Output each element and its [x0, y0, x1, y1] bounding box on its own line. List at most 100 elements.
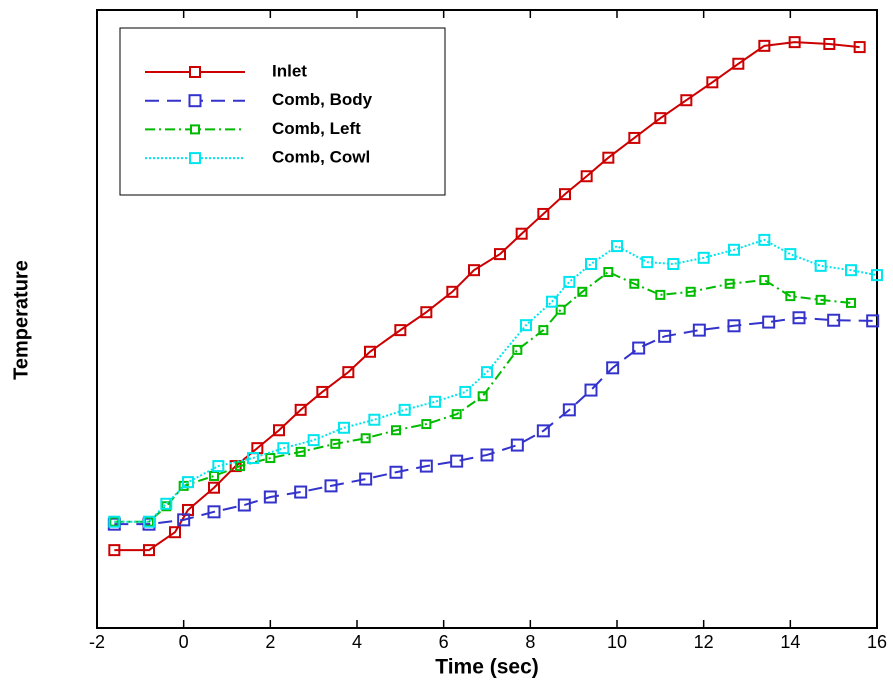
series-line	[114, 316, 873, 526]
marker	[685, 286, 696, 297]
marker	[728, 243, 740, 256]
marker	[641, 256, 654, 269]
x-tick-label: -2	[89, 632, 105, 652]
x-tick-label: 4	[352, 632, 362, 652]
x-tick-label: 10	[607, 632, 627, 652]
marker	[360, 433, 371, 444]
marker	[277, 442, 290, 455]
marker	[450, 454, 464, 468]
marker	[580, 170, 593, 183]
marker	[389, 465, 403, 479]
marker	[160, 497, 173, 510]
marker	[368, 413, 381, 426]
series-line	[114, 270, 852, 523]
marker	[692, 323, 706, 337]
legend-marker	[189, 66, 201, 78]
legend-label: Comb, Cowl	[272, 148, 370, 167]
x-tick-label: 16	[867, 632, 887, 652]
x-tick-label: 8	[525, 632, 535, 652]
marker	[235, 461, 245, 472]
marker	[108, 544, 121, 557]
marker	[143, 515, 155, 528]
marker	[419, 459, 433, 473]
marker	[827, 313, 841, 327]
marker	[338, 421, 350, 434]
marker	[792, 311, 806, 325]
marker	[555, 304, 566, 315]
marker	[785, 291, 796, 302]
marker	[207, 505, 221, 519]
marker	[823, 37, 836, 50]
marker	[459, 385, 472, 398]
marker	[629, 278, 640, 289]
marker	[606, 361, 620, 375]
marker	[494, 248, 506, 261]
marker	[537, 207, 550, 220]
marker	[420, 306, 433, 319]
series-line	[114, 238, 878, 523]
marker	[510, 438, 524, 452]
marker	[237, 498, 251, 512]
marker	[846, 297, 856, 308]
marker	[273, 424, 285, 437]
marker	[759, 275, 770, 286]
marker	[212, 460, 225, 473]
marker	[762, 315, 776, 329]
x-tick-label: 14	[780, 632, 800, 652]
marker	[421, 419, 432, 430]
marker	[481, 366, 493, 379]
y-axis-label: Temperature	[10, 260, 32, 380]
plot-frame	[96, 9, 878, 629]
marker	[294, 403, 307, 416]
marker	[330, 438, 341, 449]
marker	[602, 151, 615, 164]
marker	[480, 448, 494, 462]
marker	[451, 409, 462, 420]
marker	[632, 341, 646, 355]
x-axis-label: Time (sec)	[435, 656, 539, 679]
marker	[546, 295, 558, 308]
marker	[182, 476, 194, 489]
marker	[294, 485, 308, 499]
marker	[815, 294, 826, 305]
marker	[468, 264, 480, 277]
legend-label: Comb, Body	[272, 90, 373, 109]
marker	[263, 490, 277, 504]
marker	[520, 319, 532, 332]
marker	[724, 278, 735, 289]
marker	[247, 452, 259, 465]
marker	[143, 544, 155, 557]
marker	[584, 383, 598, 397]
marker	[515, 227, 528, 240]
marker	[536, 424, 550, 438]
marker	[577, 286, 588, 297]
marker	[342, 366, 355, 379]
marker	[429, 395, 441, 408]
legend-marker	[188, 94, 202, 108]
marker	[845, 264, 857, 277]
marker	[603, 267, 614, 278]
marker	[697, 251, 710, 264]
x-tick-label: 0	[179, 632, 189, 652]
legend-label: Inlet	[272, 61, 307, 80]
marker	[316, 385, 329, 398]
marker	[477, 391, 488, 402]
marker	[169, 526, 181, 539]
marker	[654, 112, 667, 125]
marker	[295, 446, 306, 457]
legend-marker	[189, 152, 201, 165]
marker	[265, 453, 276, 464]
legend-label: Comb, Left	[272, 119, 361, 138]
marker	[559, 188, 571, 201]
marker	[667, 257, 680, 270]
legend-box	[119, 27, 446, 196]
marker	[108, 515, 121, 528]
marker	[562, 403, 576, 417]
marker	[611, 240, 623, 253]
marker	[391, 425, 401, 436]
marker	[585, 257, 597, 270]
marker	[866, 314, 880, 328]
marker	[359, 472, 373, 486]
x-tick-label: 12	[694, 632, 714, 652]
